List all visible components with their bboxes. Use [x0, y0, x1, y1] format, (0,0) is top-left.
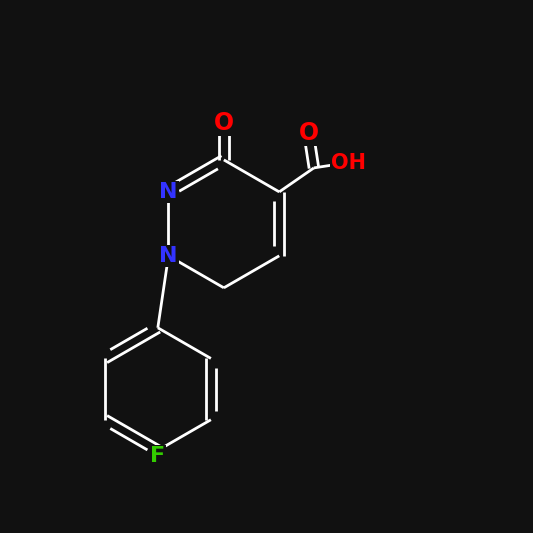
Text: N: N	[159, 246, 177, 266]
Text: O: O	[298, 121, 319, 146]
Text: N: N	[159, 182, 177, 202]
Text: F: F	[150, 446, 165, 466]
Text: O: O	[214, 110, 234, 135]
Text: OH: OH	[331, 152, 366, 173]
